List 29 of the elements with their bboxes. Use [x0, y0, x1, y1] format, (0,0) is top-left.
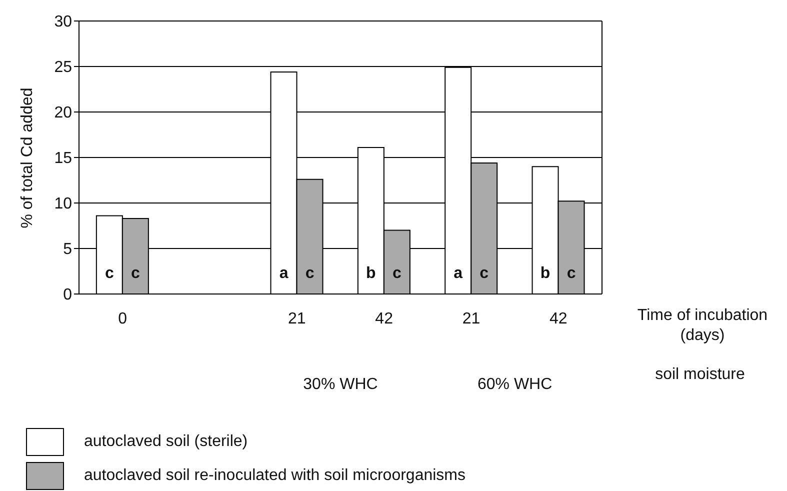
x-tick-label: 21 [288, 310, 306, 328]
y-tick-label: 20 [54, 104, 72, 122]
text: 30% WHC [303, 376, 378, 394]
y-tick-label: 5 [63, 241, 72, 258]
data-label: c [104, 265, 114, 282]
data-label: c [480, 265, 489, 282]
y-tick-label: 10 [54, 196, 72, 213]
x-axis-title: Time of incubation (days) [636, 306, 769, 346]
text: 60% WHC [477, 376, 552, 394]
x-tick-label: 42 [375, 310, 394, 328]
data-label: c [130, 265, 140, 282]
y-tick-label: 0 [63, 286, 72, 304]
data-label: c [392, 265, 402, 282]
y-tick-label: 30 [54, 14, 72, 31]
data-label: c [305, 265, 314, 282]
y-axis-title: % of total Cd added [19, 87, 37, 228]
data-label: a [279, 265, 288, 282]
legend-label: autoclaved soil (sterile) [84, 433, 248, 451]
data-label: b [540, 265, 550, 282]
x-tick-label: 21 [462, 310, 480, 328]
data-label: a [454, 265, 463, 282]
x-tick-label: 0 [118, 310, 128, 328]
data-label: c [566, 265, 576, 282]
x-tick-label: 42 [550, 310, 568, 328]
legend-label: autoclaved soil re-inoculated with soil microorganisms [84, 467, 466, 485]
y-tick-label: 25 [54, 59, 72, 76]
y-tick-label: 15 [54, 150, 72, 168]
data-label: b [366, 265, 376, 282]
text: soil moisture [655, 366, 745, 384]
